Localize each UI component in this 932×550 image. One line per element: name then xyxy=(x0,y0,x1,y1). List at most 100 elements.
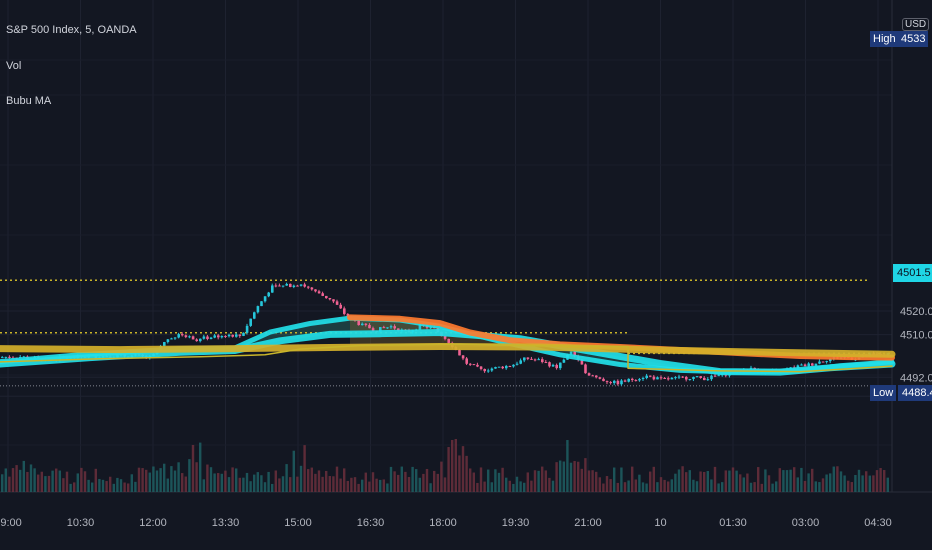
candle[interactable] xyxy=(173,337,177,340)
candle[interactable] xyxy=(613,379,616,386)
candle[interactable] xyxy=(483,368,486,373)
candle[interactable] xyxy=(821,361,825,363)
candle[interactable] xyxy=(328,297,332,301)
candle[interactable] xyxy=(339,302,342,309)
candle[interactable] xyxy=(213,333,216,339)
candle[interactable] xyxy=(497,366,501,368)
candle[interactable] xyxy=(343,306,346,316)
candle[interactable] xyxy=(1,355,4,359)
candle[interactable] xyxy=(235,332,238,338)
candle[interactable] xyxy=(674,376,677,380)
candle[interactable] xyxy=(289,283,292,288)
candle[interactable] xyxy=(217,333,220,340)
candle[interactable] xyxy=(181,332,184,337)
candle[interactable] xyxy=(508,365,512,368)
candle[interactable] xyxy=(267,291,270,298)
candle[interactable] xyxy=(515,361,519,366)
candle[interactable] xyxy=(310,286,314,291)
candle[interactable] xyxy=(389,324,393,329)
candle[interactable] xyxy=(649,375,652,378)
candle[interactable] xyxy=(479,365,483,371)
candle[interactable] xyxy=(685,375,688,382)
candle[interactable] xyxy=(335,299,339,305)
candle[interactable] xyxy=(652,375,656,381)
candle[interactable] xyxy=(623,379,627,383)
candle[interactable] xyxy=(314,289,317,293)
candle[interactable] xyxy=(487,368,490,373)
candle[interactable] xyxy=(537,357,540,361)
candle[interactable] xyxy=(811,362,814,366)
candle[interactable] xyxy=(706,377,710,381)
candle[interactable] xyxy=(472,364,476,366)
candle[interactable] xyxy=(602,377,605,382)
candle[interactable] xyxy=(209,336,213,340)
candle[interactable] xyxy=(523,357,526,363)
candle[interactable] xyxy=(620,379,623,386)
candle[interactable] xyxy=(321,291,324,297)
candle[interactable] xyxy=(296,284,299,287)
candle[interactable] xyxy=(631,377,634,382)
candle[interactable] xyxy=(519,358,522,365)
candle[interactable] xyxy=(245,323,249,335)
candle[interactable] xyxy=(818,359,821,365)
candle[interactable] xyxy=(587,372,591,377)
candle[interactable] xyxy=(670,377,674,380)
candle[interactable] xyxy=(591,374,594,377)
candle[interactable] xyxy=(382,325,386,329)
candle[interactable] xyxy=(260,301,263,307)
candle[interactable] xyxy=(490,367,494,372)
candle[interactable] xyxy=(206,334,209,341)
candle[interactable] xyxy=(191,335,195,340)
candle[interactable] xyxy=(641,376,645,382)
candle[interactable] xyxy=(202,334,206,340)
candle[interactable] xyxy=(224,335,227,338)
candle[interactable] xyxy=(656,376,659,380)
candle[interactable] xyxy=(166,339,170,344)
candle[interactable] xyxy=(274,283,278,288)
candle[interactable] xyxy=(695,376,699,378)
candle[interactable] xyxy=(253,311,256,320)
candle[interactable] xyxy=(551,363,555,367)
candle[interactable] xyxy=(393,324,396,330)
candle[interactable] xyxy=(220,335,224,339)
indicator-legend[interactable]: Bubu MA xyxy=(6,95,52,107)
candle[interactable] xyxy=(238,334,242,338)
candle[interactable] xyxy=(461,355,465,361)
vol-legend[interactable]: Vol xyxy=(6,60,22,72)
candle[interactable] xyxy=(188,335,191,339)
candle[interactable] xyxy=(677,374,681,380)
candle[interactable] xyxy=(681,376,684,379)
candle[interactable] xyxy=(332,299,335,304)
candle[interactable] xyxy=(638,378,641,382)
symbol-legend[interactable]: S&P 500 Index, 5, OANDA xyxy=(6,24,137,36)
candle[interactable] xyxy=(541,357,544,364)
candle[interactable] xyxy=(303,282,306,288)
candle[interactable] xyxy=(634,379,638,382)
candle[interactable] xyxy=(548,361,551,368)
candle[interactable] xyxy=(465,357,468,366)
candle[interactable] xyxy=(476,362,479,368)
candle[interactable] xyxy=(512,364,515,368)
candle[interactable] xyxy=(605,380,609,385)
candle[interactable] xyxy=(584,363,587,374)
candle[interactable] xyxy=(199,338,202,343)
candle[interactable] xyxy=(609,381,612,385)
candle[interactable] xyxy=(386,327,389,329)
candle[interactable] xyxy=(659,375,663,380)
candle[interactable] xyxy=(688,378,692,381)
candle[interactable] xyxy=(184,334,188,339)
candle[interactable] xyxy=(803,363,807,367)
candle[interactable] xyxy=(256,305,260,314)
candle[interactable] xyxy=(494,366,497,369)
candle[interactable] xyxy=(703,376,706,381)
candle[interactable] xyxy=(667,376,670,381)
candle[interactable] xyxy=(177,332,180,339)
candle[interactable] xyxy=(249,318,252,327)
candle[interactable] xyxy=(505,364,508,370)
candle[interactable] xyxy=(800,363,803,366)
candle[interactable] xyxy=(364,323,368,327)
candle[interactable] xyxy=(285,282,288,286)
candle[interactable] xyxy=(231,334,234,338)
candle[interactable] xyxy=(699,376,702,379)
